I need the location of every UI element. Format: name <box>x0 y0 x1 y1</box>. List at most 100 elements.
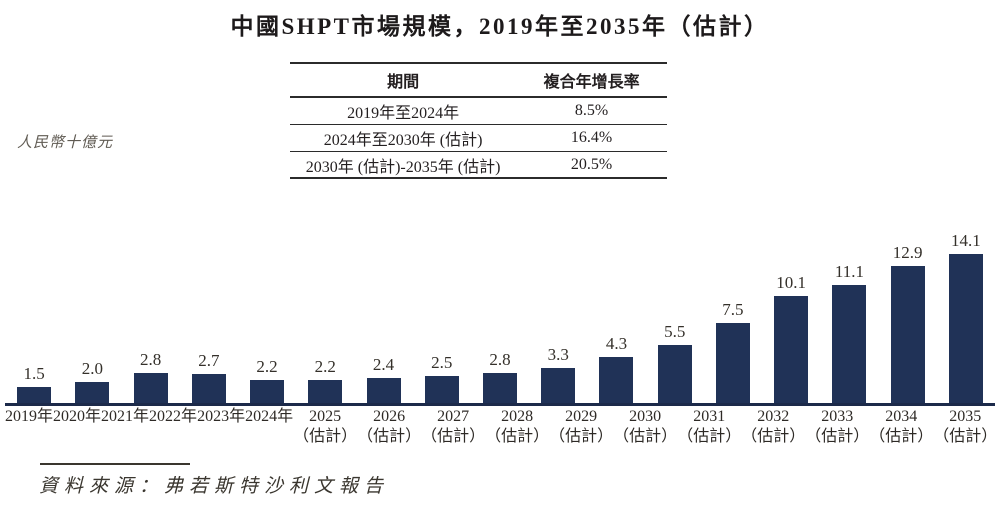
bar-group-2031: 7.5 <box>704 300 762 403</box>
bar <box>17 387 52 403</box>
x-tick-year: 2023年 <box>197 408 246 425</box>
x-tick-estimate-suffix: （估計） <box>421 428 486 445</box>
x-tick-year: 2021年 <box>101 408 150 425</box>
bar <box>133 373 168 403</box>
x-tick-year: 2035 <box>949 408 982 425</box>
x-tick-year: 2028 <box>501 408 534 425</box>
bar <box>774 296 809 403</box>
x-tick-label: 2034 （估計） <box>869 407 933 447</box>
bar-group-2034: 12.9 <box>879 243 937 403</box>
y-axis-unit-label: 人民幣十億元 <box>17 135 114 151</box>
bar-group-2028: 3.3 <box>529 345 587 403</box>
x-tick-year: 2029 <box>565 408 598 425</box>
cagr-period-cell: 2030年 (估計)-2035年 (估計) <box>305 158 501 176</box>
bar <box>191 374 226 403</box>
x-tick-estimate-suffix: （估計） <box>357 428 422 445</box>
bar <box>599 357 634 403</box>
bar-value-label: 4.3 <box>605 334 628 353</box>
x-tick-label: 2027 （估計） <box>421 407 485 447</box>
bar-chart-plot-area: 1.5 2.0 2.8 2.7 2.2 2.2 2.4 2.5 2.8 3.3 4.3 5.5 7.5 1… <box>5 226 995 403</box>
x-axis-tick-labels: 2019年 2020年 2021年 2022年 2023年 2024年 2025 （估計） 20… <box>5 407 997 447</box>
x-tick-label: 2030 （估計） <box>613 407 677 447</box>
x-tick-year: 2033 <box>821 408 854 425</box>
x-tick-label: 2035 （估計） <box>933 407 997 447</box>
x-tick-estimate-suffix: （估計） <box>677 428 742 445</box>
bar <box>250 380 285 403</box>
bar <box>715 323 750 403</box>
cagr-period-cell: 2019年至2024年 <box>347 105 460 122</box>
bar-group-2029: 4.3 <box>587 334 645 403</box>
x-tick-estimate-suffix: （估計） <box>549 428 614 445</box>
x-tick-label: 2033 （估計） <box>805 407 869 447</box>
x-tick-label: 2026 （估計） <box>357 407 421 447</box>
x-tick-year: 2025 <box>309 408 342 425</box>
x-axis-line <box>5 403 995 406</box>
bar <box>366 378 401 403</box>
bar-group-2027: 2.8 <box>471 350 529 403</box>
x-tick-estimate-suffix: （估計） <box>613 428 678 445</box>
x-tick-label: 2019年 <box>5 407 53 447</box>
x-tick-label: 2032 （估計） <box>741 407 805 447</box>
cagr-table-row-2: 2030年 (估計)-2035年 (估計) 20.5% <box>290 152 667 179</box>
bar <box>832 285 867 403</box>
x-tick-year: 2024年 <box>245 408 294 425</box>
bar-group-2023: 2.2 <box>238 357 296 403</box>
x-tick-estimate-suffix: （估計） <box>805 428 870 445</box>
x-tick-year: 2026 <box>373 408 406 425</box>
bar <box>948 254 983 403</box>
source-note: 資料來源：弗若斯特沙利文報告 <box>39 476 390 497</box>
bar <box>657 345 692 403</box>
x-tick-label: 2031 （估計） <box>677 407 741 447</box>
x-tick-label: 2020年 <box>53 407 101 447</box>
x-tick-year: 2020年 <box>53 408 102 425</box>
cagr-table: 期間 複合年增長率 2019年至2024年 8.5% 2024年至2030年 (估計… <box>290 62 667 179</box>
x-tick-estimate-suffix: （估計） <box>485 428 550 445</box>
x-tick-year: 2031 <box>693 408 726 425</box>
cagr-rate-cell: 20.5% <box>570 155 613 173</box>
bar <box>424 376 459 403</box>
bar-group-2021: 2.8 <box>121 350 179 403</box>
bar-value-label: 12.9 <box>892 243 923 262</box>
bar-group-2019: 1.5 <box>5 364 63 403</box>
x-tick-label: 2024年 <box>245 407 293 447</box>
x-tick-year: 2022年 <box>149 408 198 425</box>
bar-group-2035: 14.1 <box>937 231 995 403</box>
bar-group-2024: 2.2 <box>296 357 354 403</box>
bar <box>541 368 576 403</box>
bar-value-label: 2.2 <box>256 357 278 376</box>
cagr-period-cell: 2024年至2030年 (估計) <box>323 132 483 149</box>
x-tick-year: 2032 <box>757 408 790 425</box>
x-tick-label: 2028 （估計） <box>485 407 549 447</box>
bar-value-label: 14.1 <box>950 231 981 250</box>
x-tick-label: 2023年 <box>197 407 245 447</box>
bar-group-2025: 2.4 <box>354 355 412 403</box>
bar-value-label: 10.1 <box>776 273 807 292</box>
x-tick-label: 2029 （估計） <box>549 407 613 447</box>
x-tick-year: 2034 <box>885 408 918 425</box>
bar-value-label: 5.5 <box>664 322 686 341</box>
bar <box>482 373 517 403</box>
bar-group-2026: 2.5 <box>413 353 471 403</box>
bar-value-label: 11.1 <box>834 262 864 281</box>
cagr-header-rate: 複合年增長率 <box>543 74 640 91</box>
bar-value-label: 2.0 <box>81 359 103 378</box>
x-tick-estimate-suffix: （估計） <box>869 428 934 445</box>
chart-title: 中國SHPT市場規模，2019年至2035年（估計） <box>230 14 770 39</box>
bar-group-2033: 11.1 <box>820 262 878 403</box>
bar-value-label: 2.7 <box>198 351 220 370</box>
x-tick-year: 2019年 <box>5 408 54 425</box>
x-tick-year: 2030 <box>629 408 662 425</box>
x-tick-estimate-suffix: （估計） <box>741 428 806 445</box>
bar-group-2020: 2.0 <box>63 359 121 403</box>
bar-value-label: 2.2 <box>314 357 336 376</box>
x-tick-estimate-suffix: （估計） <box>933 428 998 445</box>
cagr-rate-cell: 8.5% <box>574 102 609 119</box>
cagr-table-row-1: 2024年至2030年 (估計) 16.4% <box>290 125 667 152</box>
bar-group-2032: 10.1 <box>762 273 820 403</box>
bar-value-label: 3.3 <box>547 345 569 364</box>
bar-group-2030: 5.5 <box>646 322 704 403</box>
x-tick-label: 2022年 <box>149 407 197 447</box>
bar-value-label: 2.8 <box>489 350 511 369</box>
bar <box>75 382 110 403</box>
